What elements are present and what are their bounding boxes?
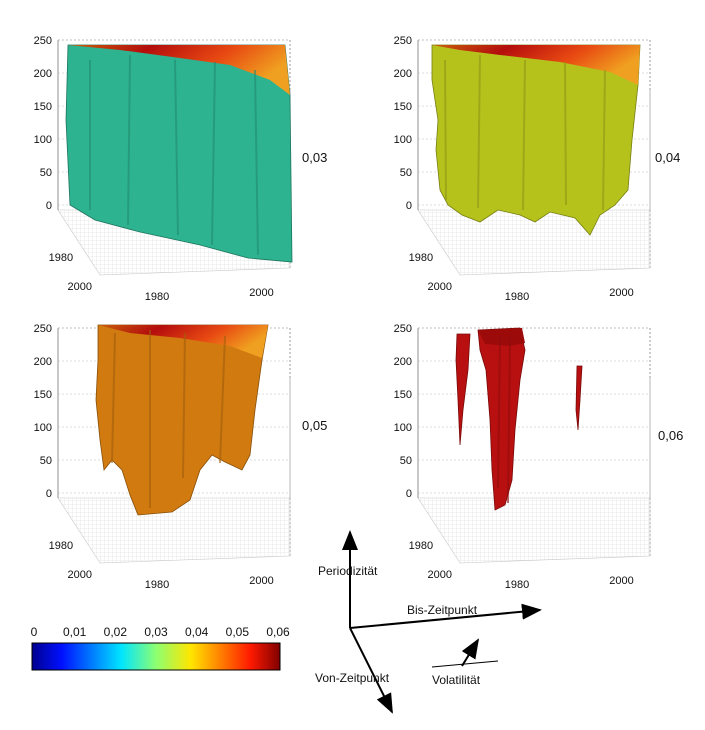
z-tick-label: 0 [46, 488, 52, 500]
z-tick-label: 150 [394, 389, 412, 401]
x-tick-label: 2000 [609, 287, 633, 299]
z-tick-label: 50 [40, 455, 52, 467]
surface-shading [444, 59, 447, 201]
y-tick-label: 1980 [49, 540, 73, 552]
colorbar-tick-label: 0,06 [266, 625, 290, 639]
y-tick-label: 1980 [409, 540, 433, 552]
isovalue-label: 0,03 [302, 150, 327, 165]
surface-shading [211, 61, 216, 246]
c-axis-arrow [461, 638, 480, 667]
top-heat-surface [68, 45, 290, 95]
c-axis-baseline [431, 660, 499, 668]
surface-shading [111, 332, 116, 464]
z-tick-label: 150 [394, 101, 412, 113]
y-axis-label: Von-Zeitpunkt [315, 671, 390, 685]
floor-grid [417, 497, 651, 564]
surface-shading [254, 69, 259, 256]
isovalue-label: 0,05 [302, 418, 327, 433]
surface-panel-003: 0 50 100 150 200 250 1980 2000 1980 2000 0,03 [34, 35, 328, 303]
colorbar-tick-label: 0,01 [63, 625, 87, 639]
surface-shading [182, 332, 186, 479]
colorbar: 0 0,01 0,02 0,03 0,04 0,05 0,06 [31, 625, 290, 671]
surface-shading [564, 61, 567, 206]
z-tick-label: 250 [394, 323, 412, 335]
y-axis-arrow [349, 627, 393, 714]
isosurface-body [477, 327, 526, 511]
z-tick-label: 0 [46, 200, 52, 212]
y-tick-label: 2000 [68, 281, 92, 293]
x-axis-label: Bis-Zeitpunkt [407, 603, 478, 617]
isovalue-label: 0,06 [658, 428, 683, 443]
y-tick-label: 2000 [428, 569, 452, 581]
z-tick-label: 150 [34, 389, 52, 401]
colorbar-gradient [31, 642, 281, 671]
z-tick-label: 250 [394, 35, 412, 47]
axis-legend: Periodizität Bis-Zeitpunkt Von-Zeitpunkt… [315, 530, 542, 714]
x-axis-arrow [349, 603, 542, 629]
isosurface-body [65, 44, 293, 263]
isosurface-body [431, 44, 641, 236]
colorbar-tick-label: 0,02 [104, 625, 128, 639]
top-heat-surface [98, 325, 268, 358]
x-tick-label: 2000 [249, 575, 273, 587]
surface-panel-005: 0 50 100 150 200 250 1980 2000 1980 2000 0,05 [34, 323, 328, 591]
isosurface-body [95, 324, 269, 516]
isosurface-body [575, 365, 583, 431]
z-tick-label: 200 [394, 68, 412, 80]
y-tick-label: 1980 [409, 252, 433, 264]
surface-panel-006: 0 50 100 150 200 250 1980 2000 1980 2000 0,06 [394, 323, 684, 591]
surface-shading [219, 335, 226, 464]
z-tick-label: 50 [40, 167, 52, 179]
surface-shading [127, 54, 131, 226]
colorbar-tick-label: 0,03 [144, 625, 168, 639]
y-tick-label: 1980 [49, 252, 73, 264]
x-tick-label: 2000 [609, 575, 633, 587]
x-tick-label: 1980 [145, 579, 169, 591]
z-tick-label: 0 [406, 200, 412, 212]
colorbar-tick-label: 0,05 [226, 625, 250, 639]
x-tick-label: 1980 [505, 579, 529, 591]
colorbar-ticks: 0 0,01 0,02 0,03 0,04 0,05 0,06 [31, 625, 290, 639]
x-tick-label: 1980 [145, 291, 169, 303]
z-tick-label: 200 [34, 356, 52, 368]
z-tick-label: 250 [34, 323, 52, 335]
isovalue-label: 0,04 [655, 150, 680, 165]
x-tick-label: 1980 [505, 291, 529, 303]
z-tick-label: 200 [394, 356, 412, 368]
z-tick-label: 50 [400, 455, 412, 467]
z-tick-label: 100 [34, 134, 52, 146]
surface-panel-004: 0 50 100 150 200 250 1980 2000 1980 2000 0,04 [394, 35, 681, 303]
z-tick-label: 200 [34, 68, 52, 80]
isosurface-body [455, 333, 471, 446]
y-tick-label: 2000 [68, 569, 92, 581]
y-tick-label: 2000 [428, 281, 452, 293]
top-heat-surface [478, 328, 525, 346]
top-heat-surface [432, 45, 640, 85]
z-tick-label: 100 [34, 422, 52, 434]
z-axis-label: Periodizität [318, 564, 378, 578]
surface-shading [522, 59, 526, 211]
surface-shading [477, 54, 481, 209]
c-axis-label: Volatilität [432, 673, 481, 687]
surface-shading [602, 69, 606, 211]
x-tick-label: 2000 [249, 287, 273, 299]
z-tick-label: 250 [34, 35, 52, 47]
surface-shading [507, 337, 511, 504]
z-tick-label: 100 [394, 422, 412, 434]
surface-shading [174, 59, 179, 236]
z-tick-label: 150 [34, 101, 52, 113]
z-tick-label: 50 [400, 167, 412, 179]
surface-shading [497, 335, 501, 489]
z-tick-label: 100 [394, 134, 412, 146]
z-tick-label: 0 [406, 488, 412, 500]
colorbar-tick-label: 0,04 [185, 625, 209, 639]
colorbar-tick-label: 0 [31, 625, 38, 639]
